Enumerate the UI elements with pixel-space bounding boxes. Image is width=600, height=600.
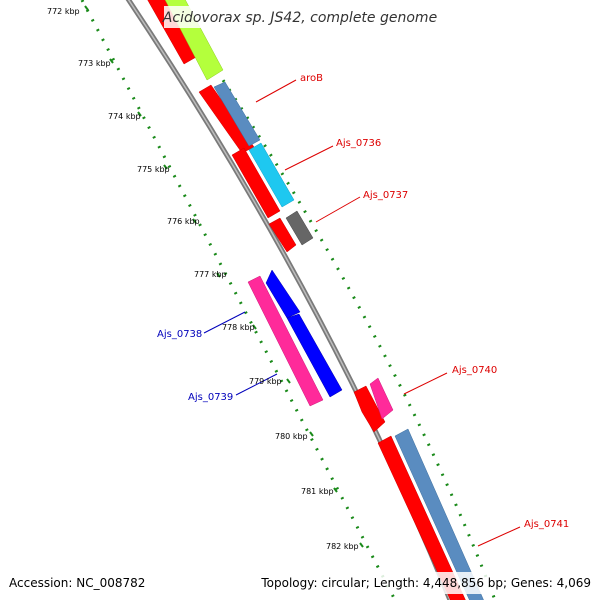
ruler-tick-marks	[84, 5, 364, 548]
title-backdrop	[164, 6, 436, 28]
label-leaders-forward	[255, 79, 521, 547]
gene-ajs0735-blue[interactable]	[213, 81, 261, 147]
accession-text: Accession: NC_008782	[9, 576, 145, 590]
label-aroB[interactable]: aroB	[300, 73, 323, 84]
gene-ajs0737-gray[interactable]	[285, 210, 314, 246]
label-ajs0736[interactable]: Ajs_0736	[336, 138, 381, 149]
outer-tick-track	[167, 0, 497, 600]
gene-ajs0738-blue[interactable]	[265, 269, 301, 319]
inner-tick-track	[80, 0, 397, 600]
label-ajs0737[interactable]: Ajs_0737	[363, 190, 408, 201]
gene-ajs0740-magenta[interactable]	[369, 377, 394, 420]
gene-ajs0737-red[interactable]	[268, 217, 297, 253]
label-ajs0739[interactable]: Ajs_0739	[188, 392, 233, 403]
tick-label-777: 777 kbp	[194, 270, 227, 279]
gene-ajs0741-red[interactable]	[377, 435, 470, 600]
footer-backdrop	[0, 572, 600, 594]
gene-ajs0736[interactable]	[231, 147, 281, 219]
map-title: Acidovorax sp. JS42, complete genome	[162, 10, 437, 26]
tick-label-778: 778 kbp	[222, 323, 255, 332]
tick-label-774: 774 kbp	[108, 112, 141, 121]
gene-ajs0741-blue[interactable]	[394, 428, 488, 600]
label-ajs0741[interactable]: Ajs_0741	[524, 519, 569, 530]
label-leaders-reverse	[203, 311, 278, 396]
tick-label-776: 776 kbp	[167, 217, 200, 226]
genome-summary-text: Topology: circular; Length: 4,448,856 bp…	[260, 576, 591, 590]
gene-ajs0736-cyan[interactable]	[248, 142, 295, 208]
gene-ajs0739-blue[interactable]	[286, 313, 343, 398]
tick-label-782: 782 kbp	[326, 542, 359, 551]
tick-label-772: 772 kbp	[47, 7, 80, 16]
tick-label-781: 781 kbp	[301, 487, 334, 496]
label-ajs0740[interactable]: Ajs_0740	[452, 365, 497, 376]
tick-label-779: 779 kbp	[249, 377, 282, 386]
tick-label-780: 780 kbp	[275, 432, 308, 441]
gene-ajs0740-red[interactable]	[353, 385, 386, 433]
gene-ajs0738[interactable]	[247, 275, 324, 407]
tick-label-773: 773 kbp	[78, 59, 111, 68]
tick-label-775: 775 kbp	[137, 165, 170, 174]
label-ajs0738[interactable]: Ajs_0738	[157, 329, 202, 340]
